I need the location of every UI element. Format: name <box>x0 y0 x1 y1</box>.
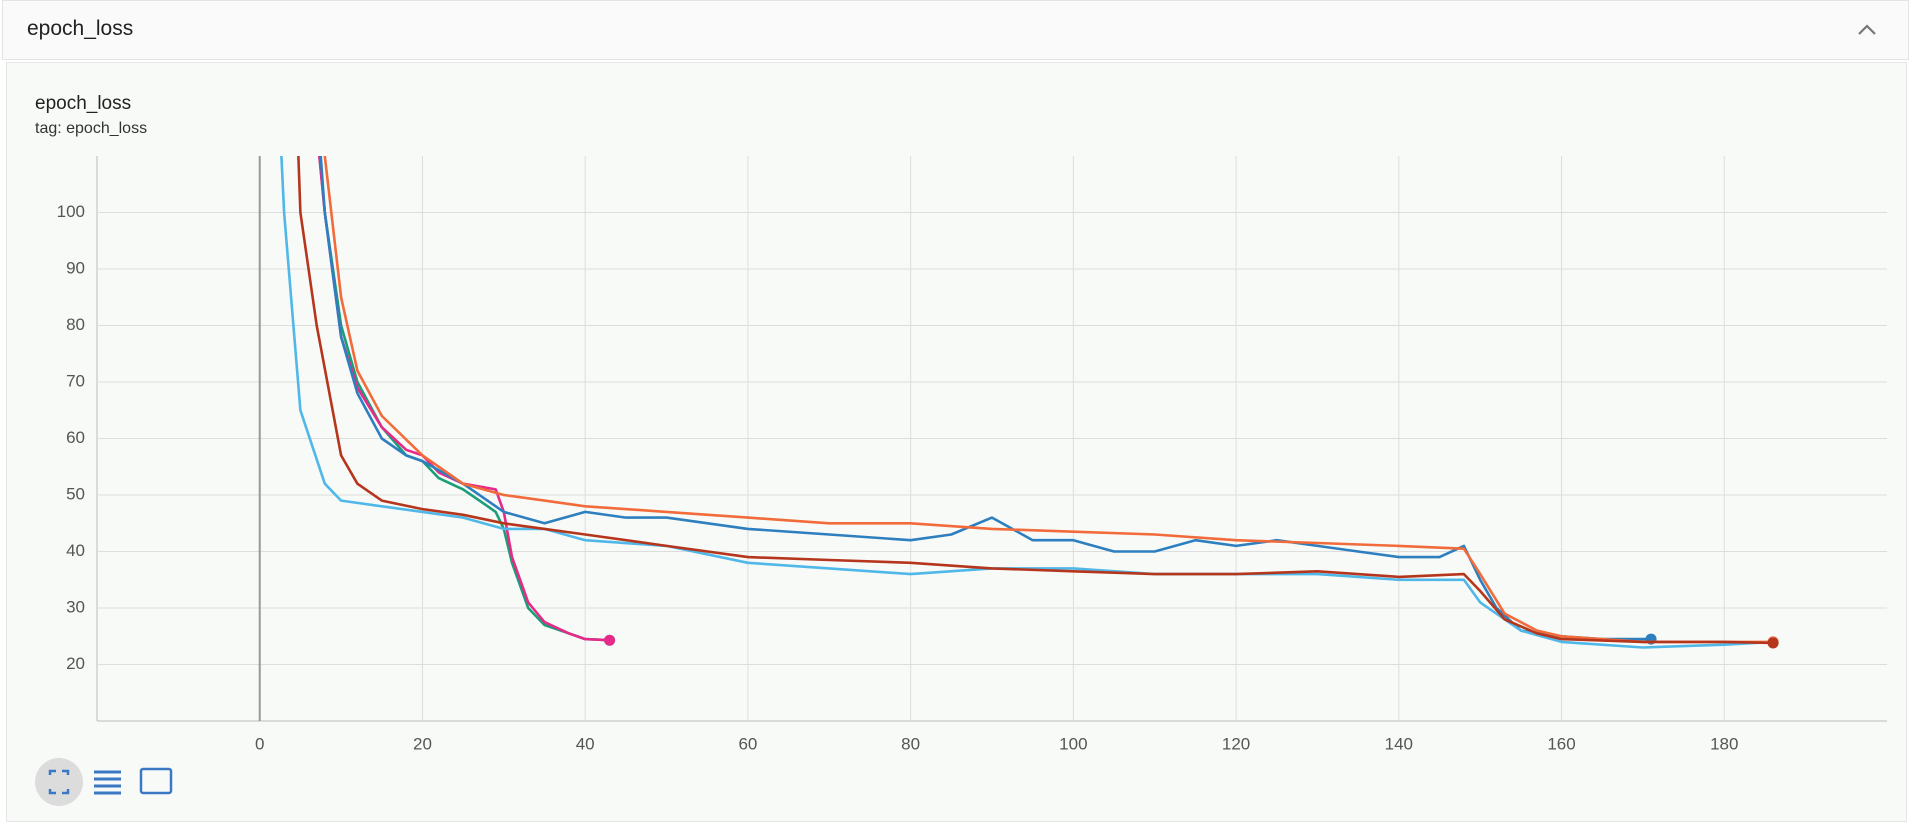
x-tick-label: 120 <box>1222 734 1250 753</box>
series-end-marker <box>604 634 616 646</box>
y-tick-label: 100 <box>57 202 85 221</box>
collapse-icon[interactable] <box>1856 19 1878 41</box>
x-tick-label: 40 <box>576 734 595 753</box>
x-tick-label: 180 <box>1710 734 1738 753</box>
x-tick-label: 160 <box>1547 734 1575 753</box>
y-tick-label: 70 <box>66 371 85 390</box>
toolbar <box>35 758 173 806</box>
x-tick-label: 0 <box>255 734 264 753</box>
y-tick-label: 40 <box>66 541 85 560</box>
section-title: epoch_loss <box>27 17 134 40</box>
chart: 20 30 40 50 60 70 80 90 100 0 20 40 60 80 100 120 140 160… <box>35 156 1887 806</box>
y-tick-label: 90 <box>66 258 85 277</box>
x-tick-label: 140 <box>1385 734 1413 753</box>
y-tick-label: 80 <box>66 315 85 334</box>
y-tick-label: 50 <box>66 484 85 503</box>
expand-icon[interactable] <box>139 767 173 795</box>
fit-icon[interactable] <box>48 769 70 795</box>
series-line <box>297 156 1774 645</box>
x-tick-label: 20 <box>413 734 432 753</box>
fit-button-bg[interactable] <box>35 758 83 806</box>
y-tick-label: 20 <box>66 654 85 673</box>
card-tag: tag: epoch_loss <box>35 120 148 137</box>
section-header[interactable]: epoch_loss <box>2 0 1909 60</box>
series-end-marker <box>1767 637 1779 649</box>
x-tick-label: 80 <box>901 734 920 753</box>
x-tick-label: 60 <box>738 734 757 753</box>
log-icon[interactable] <box>94 770 121 795</box>
series-line <box>318 156 610 642</box>
y-tick-label: 60 <box>66 428 85 447</box>
x-tick-label: 100 <box>1059 734 1087 753</box>
series-line <box>323 156 1774 644</box>
card-title: epoch_loss <box>35 93 132 114</box>
y-tick-label: 30 <box>66 597 85 616</box>
chart-card: epoch_loss tag: epoch_loss 20 30 40 50 60 70 8… <box>6 62 1907 822</box>
